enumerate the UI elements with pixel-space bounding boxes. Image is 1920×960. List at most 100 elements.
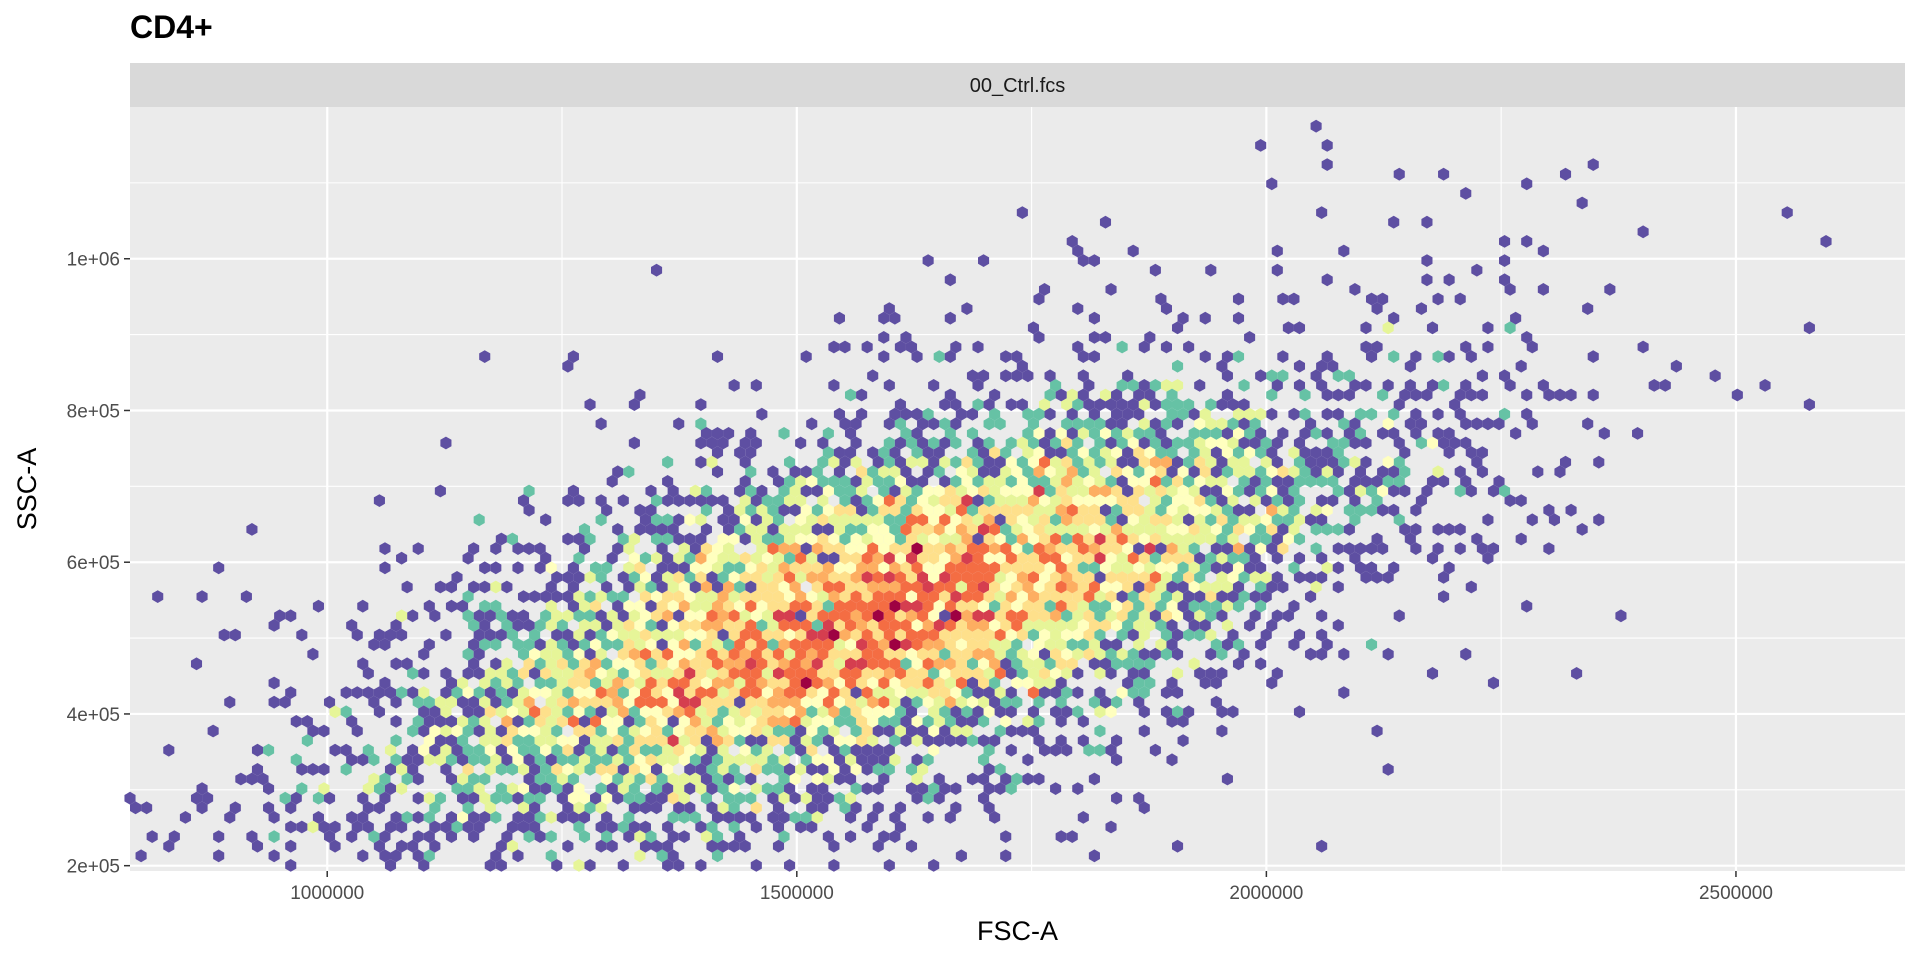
hex-bin xyxy=(534,561,546,575)
hex-bin xyxy=(1061,475,1073,488)
hex-bin xyxy=(706,839,718,853)
hex-bin xyxy=(495,532,507,546)
hex-bin xyxy=(844,561,857,575)
hex-bin xyxy=(861,494,873,507)
hex-bin xyxy=(517,801,530,815)
hex-bin xyxy=(1316,206,1328,219)
hex-bin xyxy=(989,503,1001,517)
hex-bin xyxy=(806,801,818,815)
hex-bin xyxy=(795,705,807,719)
hex-bin xyxy=(861,820,873,834)
hex-bin xyxy=(1144,676,1156,690)
hex-bin xyxy=(1094,398,1106,411)
hex-bin xyxy=(955,849,967,863)
hex-bin xyxy=(562,743,574,757)
hex-bin xyxy=(745,523,757,536)
hex-bin xyxy=(784,724,796,738)
hex-bin xyxy=(540,667,552,680)
hex-bin xyxy=(750,647,762,661)
hex-bin xyxy=(1377,484,1389,498)
hex-bin xyxy=(1016,667,1028,680)
hex-bin xyxy=(628,820,640,834)
hex-bin xyxy=(1160,551,1172,565)
hex-bin xyxy=(1282,321,1294,335)
hex-bin xyxy=(711,772,724,786)
hex-bin xyxy=(767,734,779,747)
hex-bin xyxy=(1526,417,1538,431)
hex-bin xyxy=(567,695,579,709)
hex-bin xyxy=(894,609,906,623)
hex-bin xyxy=(889,811,901,824)
hex-bin xyxy=(1266,676,1278,690)
hex-bin xyxy=(645,791,657,805)
hex-bin xyxy=(778,811,790,824)
hex-bin xyxy=(728,513,740,527)
hex-bin xyxy=(1016,494,1028,507)
hex-bin xyxy=(734,657,746,671)
hex-bin xyxy=(1038,532,1051,546)
hex-bin xyxy=(784,763,796,776)
hex-bin xyxy=(1038,571,1051,584)
hex-bin xyxy=(861,475,873,488)
hex-bin xyxy=(584,609,596,623)
hex-bin xyxy=(928,571,940,584)
hex-bin xyxy=(379,542,391,555)
hex-bin xyxy=(734,638,746,651)
hex-bin xyxy=(1205,417,1217,431)
hex-bin xyxy=(933,734,945,747)
hex-bin xyxy=(628,647,640,661)
hex-bin xyxy=(512,542,524,555)
hex-bin xyxy=(983,667,995,680)
hex-bin xyxy=(1360,436,1372,450)
hex-bin xyxy=(1177,599,1189,613)
hex-bin xyxy=(817,801,829,815)
hex-bin xyxy=(745,657,757,671)
hex-bin xyxy=(1116,398,1128,411)
hex-bin xyxy=(833,465,845,479)
hex-bin xyxy=(1255,638,1267,651)
hex-bin xyxy=(1072,455,1084,469)
hex-bin xyxy=(1305,455,1317,469)
hex-bin xyxy=(1061,551,1073,565)
hex-bin xyxy=(501,580,513,594)
hex-bin xyxy=(850,551,862,565)
hex-bin xyxy=(506,743,518,757)
hex-bin xyxy=(978,580,990,594)
hex-bin xyxy=(595,417,607,431)
hex-bin xyxy=(479,599,491,613)
hex-bin xyxy=(451,571,463,584)
hex-bin xyxy=(678,811,690,824)
hex-bin xyxy=(268,830,280,843)
hex-bin xyxy=(1637,340,1649,354)
hex-bin xyxy=(418,743,430,757)
hex-bin xyxy=(1088,599,1100,613)
hex-bin xyxy=(1033,638,1045,651)
hex-bin xyxy=(1044,523,1056,536)
hex-bin xyxy=(966,369,979,383)
hex-bin xyxy=(473,705,485,719)
hex-bin xyxy=(495,609,507,623)
hex-bin xyxy=(828,513,840,527)
hex-bin xyxy=(584,532,596,546)
hex-bin xyxy=(900,676,912,690)
hex-bin xyxy=(1393,455,1405,469)
hex-bin xyxy=(523,791,535,805)
hex-bin xyxy=(457,734,469,747)
hex-bin xyxy=(1116,379,1128,392)
hex-layer xyxy=(124,119,1832,872)
hex-bin xyxy=(1027,571,1039,584)
hex-bin xyxy=(1194,551,1206,565)
hex-bin xyxy=(966,715,979,728)
hex-bin xyxy=(1221,523,1233,536)
hex-bin xyxy=(1155,292,1167,306)
hex-bin xyxy=(800,715,812,728)
hex-bin xyxy=(711,580,724,594)
hex-bin xyxy=(795,647,807,661)
hex-bin xyxy=(950,532,962,546)
hex-bin xyxy=(1238,436,1250,450)
hex-bin xyxy=(745,503,757,517)
hex-bin xyxy=(645,503,657,517)
hex-bin xyxy=(457,599,469,613)
hex-bin xyxy=(833,734,845,747)
hex-bin xyxy=(1271,379,1283,392)
